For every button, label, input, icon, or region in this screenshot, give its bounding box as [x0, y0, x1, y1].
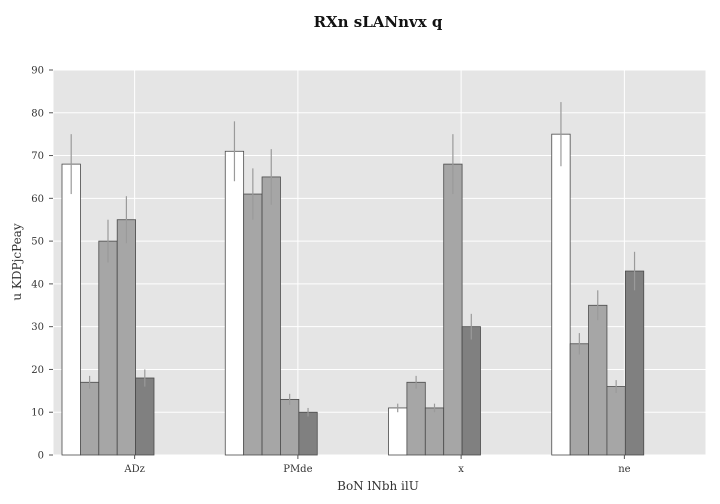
bar — [461, 326, 481, 456]
y-tick-label: 50 — [31, 237, 44, 248]
bar — [606, 386, 626, 456]
x-axis-label: BoN lNbh ilU — [337, 479, 419, 493]
bar — [135, 377, 155, 456]
bar — [261, 176, 281, 456]
bar — [243, 193, 263, 456]
y-tick-label: 40 — [31, 279, 44, 290]
y-axis-label: u KDPjcPeay — [10, 223, 24, 300]
bar — [588, 304, 608, 456]
x-tick-label: ADz — [123, 464, 145, 475]
y-tick-label: 80 — [31, 108, 44, 119]
y-tick-label: 20 — [31, 365, 44, 376]
bar — [98, 240, 118, 456]
y-axis-ticks: 0 10 20 30 40 50 60 70 80 90 — [31, 66, 53, 462]
bar — [406, 381, 426, 456]
y-tick-label: 60 — [31, 194, 44, 205]
bar — [569, 343, 589, 456]
bar — [424, 407, 445, 456]
bar — [298, 411, 318, 456]
bars — [61, 133, 645, 456]
y-tick-label: 70 — [31, 151, 44, 162]
bar — [551, 133, 571, 456]
y-tick-label: 0 — [38, 451, 44, 462]
error-bars — [70, 102, 636, 417]
bar — [388, 407, 408, 456]
y-tick-label: 30 — [31, 322, 44, 333]
bar — [224, 150, 245, 456]
bar — [624, 270, 645, 456]
x-tick-label: PMde — [283, 464, 312, 475]
bar — [443, 163, 463, 456]
chart-title: RXn sLANnvx q — [314, 13, 443, 31]
plot-frame — [52, 69, 707, 456]
bar — [116, 219, 136, 456]
bar — [61, 163, 81, 456]
x-tick-label: ne — [618, 464, 630, 475]
x-axis-ticks: ADz PMde x ne — [123, 455, 631, 475]
bar — [280, 398, 300, 456]
bar — [80, 381, 100, 456]
y-tick-label: 90 — [31, 66, 44, 77]
x-tick-label: x — [458, 464, 464, 475]
y-tick-label: 10 — [31, 408, 44, 419]
